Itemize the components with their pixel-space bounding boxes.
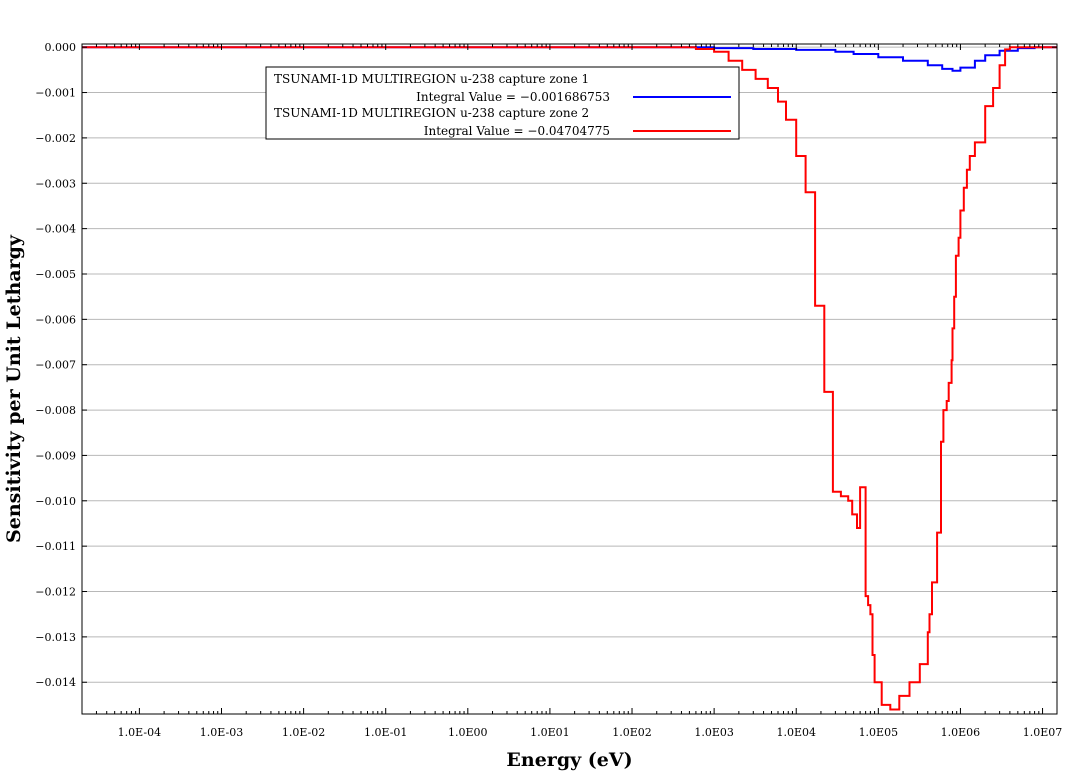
plot-frame [81,43,1058,715]
x-tick-label: 1.0E05 [859,726,899,739]
x-tick-label: 1.0E-02 [282,726,325,739]
axis-ticks: 0.000 −0.001 −0.002 −0.003 −0.004 −0.005 −0.00… [35,41,1062,739]
legend-series-name-zone-1: TSUNAMI-1D MULTIREGION u-238 capture zon… [274,72,589,86]
legend-box [265,66,740,140]
x-tick-label: 1.0E-03 [200,726,243,739]
y-tick-label: −0.013 [35,631,76,644]
x-tick-label: 1.0E04 [776,726,816,739]
x-tick-label: 1.0E01 [530,726,570,739]
y-tick-label: −0.006 [35,313,76,326]
y-tick-label: −0.009 [35,449,76,462]
y-tick-label: −0.002 [35,132,76,145]
gridlines [82,46,1057,683]
x-tick-label: 1.0E07 [1023,726,1063,739]
series-line-zone-2 [82,46,1057,711]
x-tick-label: 1.0E00 [448,726,488,739]
y-tick-label: −0.003 [35,177,76,190]
y-tick-label: −0.001 [35,87,76,100]
series-layer [82,46,1057,711]
y-tick-label: 0.000 [45,41,77,54]
y-tick-label: −0.011 [35,540,76,553]
y-tick-label: −0.012 [35,586,76,599]
y-tick-label: −0.004 [35,223,76,236]
legend-series-name-zone-2: TSUNAMI-1D MULTIREGION u-238 capture zon… [274,106,589,120]
x-tick-label: 1.0E06 [941,726,981,739]
x-tick-label: 1.0E02 [612,726,652,739]
x-tick-label: 1.0E03 [694,726,734,739]
x-axis-title: Energy (eV) [506,749,632,771]
y-tick-label: −0.005 [35,268,76,281]
legend: TSUNAMI-1D MULTIREGION u-238 capture zon… [265,66,740,140]
x-tick-label: 1.0E-04 [118,726,161,739]
y-tick-label: −0.014 [35,676,76,689]
y-tick-label: −0.010 [35,495,76,508]
x-tick-label: 1.0E-01 [364,726,407,739]
legend-integral-zone-2: Integral Value = −0.04704775 [424,124,610,138]
legend-integral-zone-1: Integral Value = −0.001686753 [416,90,610,104]
y-tick-label: −0.007 [35,359,76,372]
y-tick-label: −0.008 [35,404,76,417]
y-axis-title: Sensitivity per Unit Lethargy [3,234,25,543]
